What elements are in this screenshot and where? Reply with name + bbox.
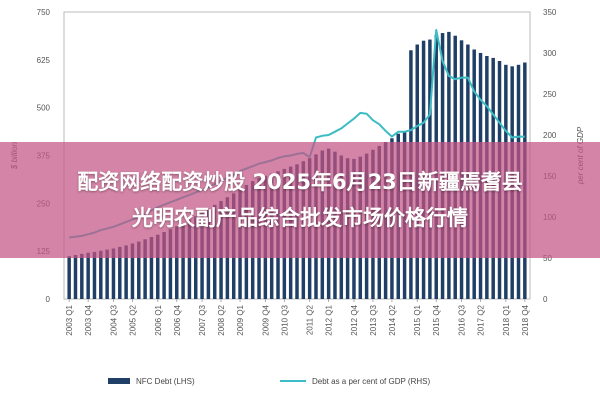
x-tick-label: 2008 Q2 (217, 304, 226, 335)
x-tick-label: 2015 Q4 (432, 304, 441, 335)
x-tick-label: 2009 Q4 (261, 304, 270, 335)
y-left-tick-label: 500 (37, 104, 51, 113)
legend-swatch-bar (108, 378, 130, 384)
x-tick-label: 2016 Q3 (458, 304, 467, 335)
y-right-tick-label: 0 (543, 295, 548, 304)
promo-banner-overlay: 配资网络配资炒股 2025年6月23日新疆焉耆县 光明农副产品综合批发市场价格行… (0, 142, 600, 258)
bar (86, 252, 90, 299)
bar (156, 234, 160, 299)
bar (118, 246, 122, 299)
bar (105, 249, 109, 299)
x-tick-label: 2013 Q3 (369, 304, 378, 335)
bar (111, 248, 116, 299)
y-right-tick-label: 200 (543, 131, 557, 140)
bar (130, 243, 135, 299)
x-tick-label: 2017 Q2 (477, 304, 486, 335)
y-left-tick-label: 750 (37, 8, 51, 17)
x-tick-label: 2006 Q4 (173, 304, 182, 335)
x-tick-label: 2009 Q1 (236, 304, 245, 335)
x-tick-label: 2007 Q3 (198, 304, 207, 335)
x-tick-label: 2015 Q1 (413, 304, 422, 335)
bar (137, 241, 141, 299)
x-tick-label: 2012 Q1 (325, 304, 334, 335)
x-tick-label: 2004 Q3 (109, 304, 118, 335)
bar (99, 250, 103, 299)
bar (181, 223, 185, 299)
bar (80, 253, 84, 299)
x-tick-label: 2006 Q1 (154, 304, 163, 335)
bar (187, 219, 192, 299)
x-tick-label: 2011 Q2 (306, 304, 315, 335)
y-right-tick-label: 50 (543, 254, 552, 263)
x-tick-label: 2014 Q2 (388, 304, 397, 335)
y-right-tick-label: 300 (543, 49, 557, 58)
legend-label-bar: NFC Debt (LHS) (136, 377, 195, 386)
x-tick-label: 2012 Q4 (350, 304, 359, 335)
bar (175, 226, 179, 299)
x-tick-label: 2018 Q4 (521, 304, 530, 335)
y-left-tick-label: 625 (37, 56, 51, 65)
x-tick-label: 2018 Q1 (502, 304, 511, 335)
banner-title-line-2: 光明农副产品综合批发市场价格行情 (132, 206, 468, 230)
x-tick-label: 2003 Q1 (65, 304, 74, 335)
bar (168, 229, 173, 299)
bar (143, 239, 147, 299)
x-tick-label: 2005 Q2 (128, 304, 137, 335)
bar (124, 245, 128, 299)
bar (162, 232, 166, 299)
legend-label-line: Debt as a per cent of GDP (RHS) (312, 377, 430, 386)
x-tick-label: 2003 Q4 (84, 304, 93, 335)
bar (92, 251, 97, 299)
y-right-tick-label: 250 (543, 90, 557, 99)
banner-title-line-1: 配资网络配资炒股 2025年6月23日新疆焉耆县 (77, 170, 523, 194)
x-tick-label: 2010 Q3 (280, 304, 289, 335)
bar (149, 237, 154, 299)
bar (67, 256, 71, 299)
y-right-tick-label: 350 (543, 8, 557, 17)
bar (73, 254, 78, 299)
y-left-tick-label: 0 (46, 295, 51, 304)
